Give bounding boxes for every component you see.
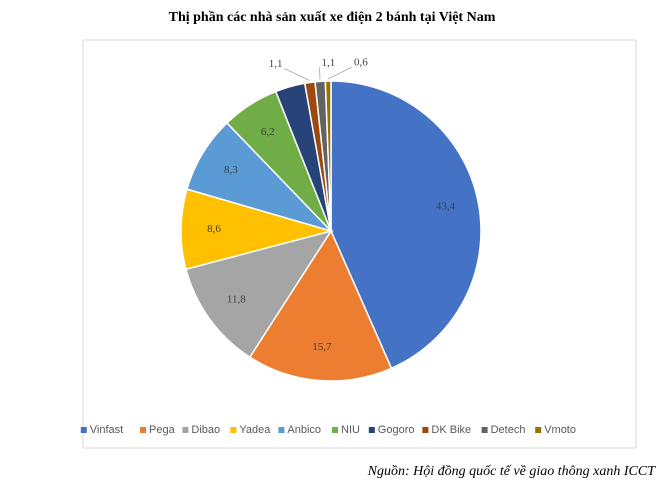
- chart-title: Thị phần các nhà sản xuất xe điện 2 bánh…: [169, 10, 496, 25]
- data-label: 11,8: [227, 293, 246, 305]
- legend-swatch: [481, 427, 488, 433]
- legend-swatch: [422, 427, 429, 433]
- data-label: 1,1: [321, 57, 335, 69]
- legend-label: Anbico: [287, 424, 321, 436]
- leader-line: [319, 67, 321, 80]
- legend-label: Detech: [491, 424, 526, 436]
- legend-label: Vmoto: [544, 424, 576, 436]
- pie-slice: [185, 229, 333, 359]
- legend-swatch: [140, 427, 146, 433]
- data-label: 43,4: [436, 200, 456, 212]
- legend-swatch: [368, 427, 375, 433]
- chart-frame: [82, 39, 637, 449]
- legend-label: Vinfast: [90, 424, 123, 436]
- leader-line: [327, 66, 353, 80]
- legend-label: Yadea: [239, 424, 271, 436]
- data-label: 8,6: [207, 223, 221, 235]
- source-note: Nguồn: Hội đồng quốc tế về giao thông xa…: [367, 464, 657, 479]
- pie-slice: [330, 80, 482, 370]
- legend-swatch: [230, 427, 237, 433]
- legend-label: Dibao: [191, 424, 220, 436]
- data-label: 1,1: [269, 58, 283, 70]
- leader-line: [284, 68, 310, 81]
- legend-label: NIU: [341, 424, 360, 436]
- legend-swatch: [182, 427, 189, 433]
- pie-slice: [248, 229, 393, 382]
- legend-swatch: [535, 427, 542, 433]
- data-label: 0,6: [354, 57, 368, 69]
- data-label: 15,7: [312, 341, 332, 353]
- data-label: 6,2: [261, 126, 275, 138]
- legend-label: DK Bike: [431, 424, 471, 436]
- legend-label: Gogoro: [378, 424, 415, 436]
- data-label: 8,3: [224, 164, 238, 176]
- legend-swatch: [278, 427, 285, 433]
- legend-label: Pega: [149, 424, 176, 436]
- legend-swatch: [80, 427, 87, 433]
- pie-slice: [324, 80, 332, 232]
- legend-swatch: [332, 427, 338, 433]
